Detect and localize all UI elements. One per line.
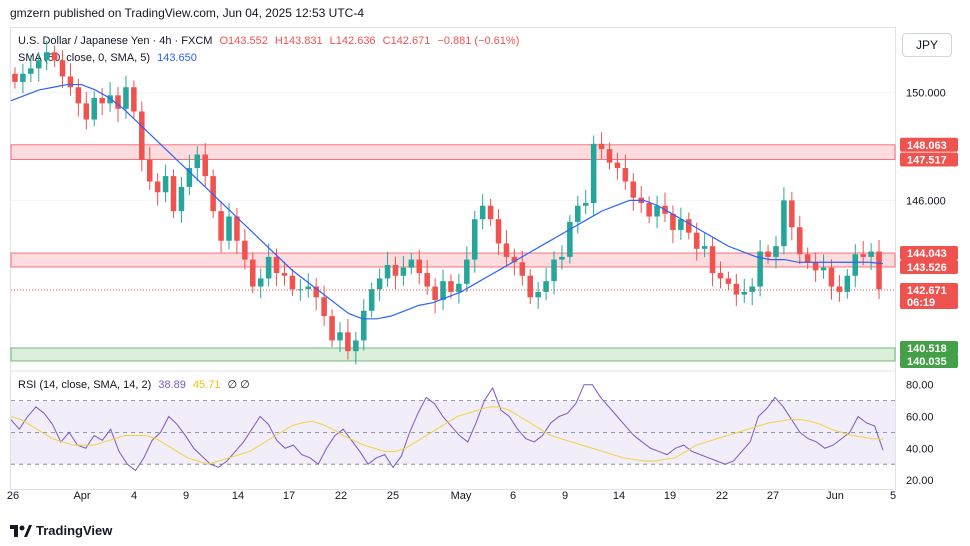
publish-info: gmzern published on TradingView.com, Jun… xyxy=(10,6,364,20)
x-tick-label: 4 xyxy=(131,490,137,502)
x-tick-label: 19 xyxy=(664,490,676,502)
price-tag-label: 140.518 xyxy=(907,343,947,355)
change-value: −0.881 (−0.61%) xyxy=(437,35,520,47)
x-tick-label: 5 xyxy=(890,490,896,502)
rsi-label[interactable]: RSI (14, close, SMA, 14, 2) xyxy=(18,379,152,391)
price-tag-label: 148.063 xyxy=(907,140,947,152)
price-tag-label: 144.043 xyxy=(907,248,947,260)
price-tick-label: 150.000 xyxy=(906,88,946,100)
x-tick-label: Jun xyxy=(826,490,844,502)
x-tick-label: 14 xyxy=(613,490,625,502)
sma-legend: SMA (50, close, 0, SMA, 5) 143.650 xyxy=(18,52,201,64)
price-tag-bg xyxy=(900,246,958,261)
rsi-tick-label: 80.00 xyxy=(906,380,934,392)
price-tag-label: 147.517 xyxy=(907,154,947,166)
rsi-extra-value: ∅ ∅ xyxy=(227,379,250,391)
price-tag-bg xyxy=(900,137,958,152)
rsi-value: 38.89 xyxy=(158,379,186,391)
brand-name: TradingView xyxy=(36,523,113,538)
tradingview-logo: TradingView xyxy=(10,523,112,538)
rsi-sma-value: 45.71 xyxy=(192,379,221,391)
x-tick-label: 6 xyxy=(510,490,516,502)
price-tag-bg xyxy=(900,152,958,167)
x-tick-label: 9 xyxy=(562,490,568,502)
currency-button[interactable]: JPY xyxy=(902,33,952,57)
rsi-tick-label: 20.00 xyxy=(906,475,934,487)
x-tick-label: 22 xyxy=(335,490,347,502)
sma-value: 143.650 xyxy=(157,52,197,64)
symbol-legend: U.S. Dollar / Japanese Yen · 4h · FXCM O… xyxy=(18,35,523,47)
x-tick-label: 26 xyxy=(7,490,19,502)
x-tick-label: May xyxy=(451,490,472,502)
tradingview-logo-icon xyxy=(10,524,32,537)
x-tick-label: 25 xyxy=(387,490,399,502)
rsi-tick-label: 40.00 xyxy=(906,443,934,455)
x-tick-label: 22 xyxy=(716,490,728,502)
rsi-tick-label: 60.00 xyxy=(906,411,934,423)
symbol-name[interactable]: U.S. Dollar / Japanese Yen · 4h · FXCM xyxy=(18,35,213,47)
rsi-legend: RSI (14, close, SMA, 14, 2) 38.89 45.71 … xyxy=(18,378,254,391)
open-value: O143.552 xyxy=(219,35,268,47)
price-tag-label: 143.526 xyxy=(907,262,947,274)
low-value: L142.636 xyxy=(329,35,376,47)
price-tag-label: 140.035 xyxy=(907,356,947,368)
high-value: H143.831 xyxy=(274,35,323,47)
close-value: C142.671 xyxy=(382,35,431,47)
price-tag-bg xyxy=(900,282,958,309)
x-tick-label: 14 xyxy=(232,490,244,502)
x-tick-label: Apr xyxy=(73,490,90,502)
price-tag-label: 142.671 xyxy=(907,285,947,297)
x-tick-label: 9 xyxy=(183,490,189,502)
price-tag-bg xyxy=(900,340,958,355)
price-tick-label: 146.000 xyxy=(906,195,946,207)
price-tag-bg xyxy=(900,259,958,274)
sma-label[interactable]: SMA (50, close, 0, SMA, 5) xyxy=(18,52,151,64)
chart-frame xyxy=(10,27,896,490)
price-tag-bg xyxy=(900,353,958,368)
x-tick-label: 27 xyxy=(767,490,779,502)
x-tick-label: 17 xyxy=(283,490,295,502)
price-tag-countdown: 06:19 xyxy=(907,297,935,309)
